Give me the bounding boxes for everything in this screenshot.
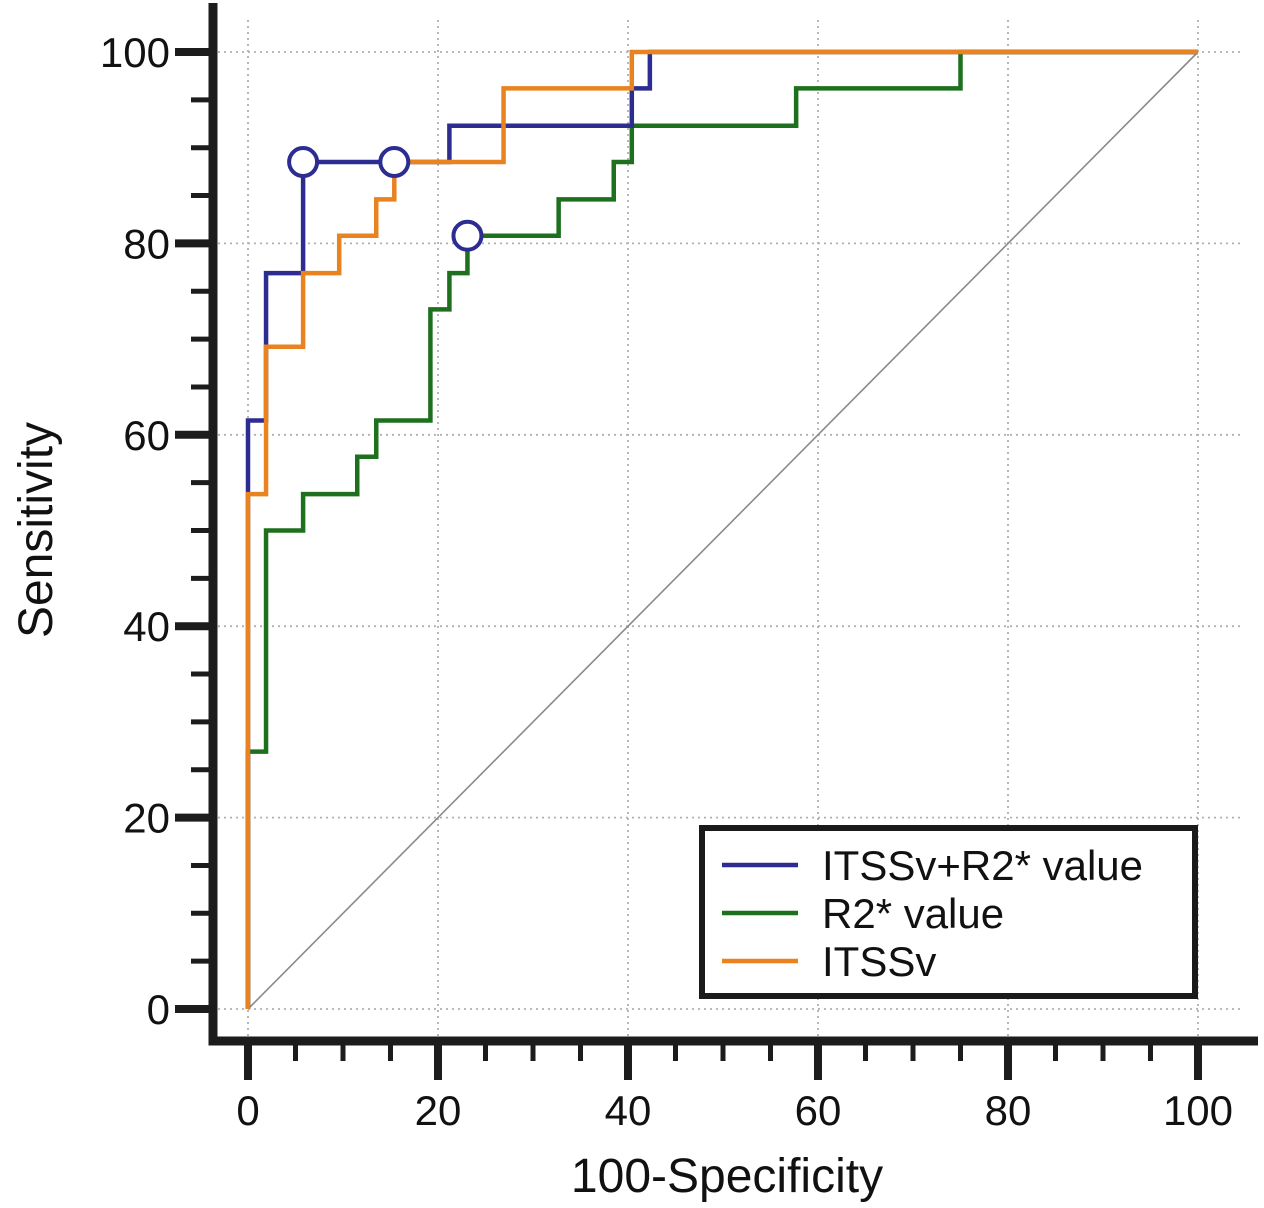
x-axis-title: 100-Specificity [571,1150,883,1203]
roc-curve [245,49,1198,1009]
roc-curves [245,49,1198,1009]
x-tick-label: 40 [605,1087,652,1134]
y-tick-label: 40 [123,603,170,650]
legend-item-label: ITSSv+R2* value [822,842,1143,889]
operating-point-marker [378,146,411,179]
operating-points [287,146,484,252]
x-tick-label: 80 [985,1087,1032,1134]
chance-line [247,51,1199,1010]
x-tick-label: 60 [795,1087,842,1134]
x-tick-label: 20 [415,1087,462,1134]
y-tick-label: 100 [100,29,170,76]
x-tick-label: 0 [236,1087,259,1134]
y-tick-label: 0 [147,986,170,1033]
y-tick-label: 60 [123,412,170,459]
y-tick-label: 80 [123,220,170,267]
operating-point-marker [451,219,484,252]
legend-item-label: R2* value [822,890,1004,937]
axes [175,3,1258,1080]
operating-point-marker [287,146,320,179]
tick-labels: 0 20 40 60 80 100 0 20 40 60 80 100 [100,29,1233,1134]
y-tick-label: 20 [123,795,170,842]
legend-item-label: ITSSv [822,938,936,985]
y-axis-title: Sensitivity [10,422,63,638]
x-tick-label: 100 [1163,1087,1233,1134]
roc-curve [245,49,1198,1009]
diagonal-reference-line [247,51,1199,1010]
